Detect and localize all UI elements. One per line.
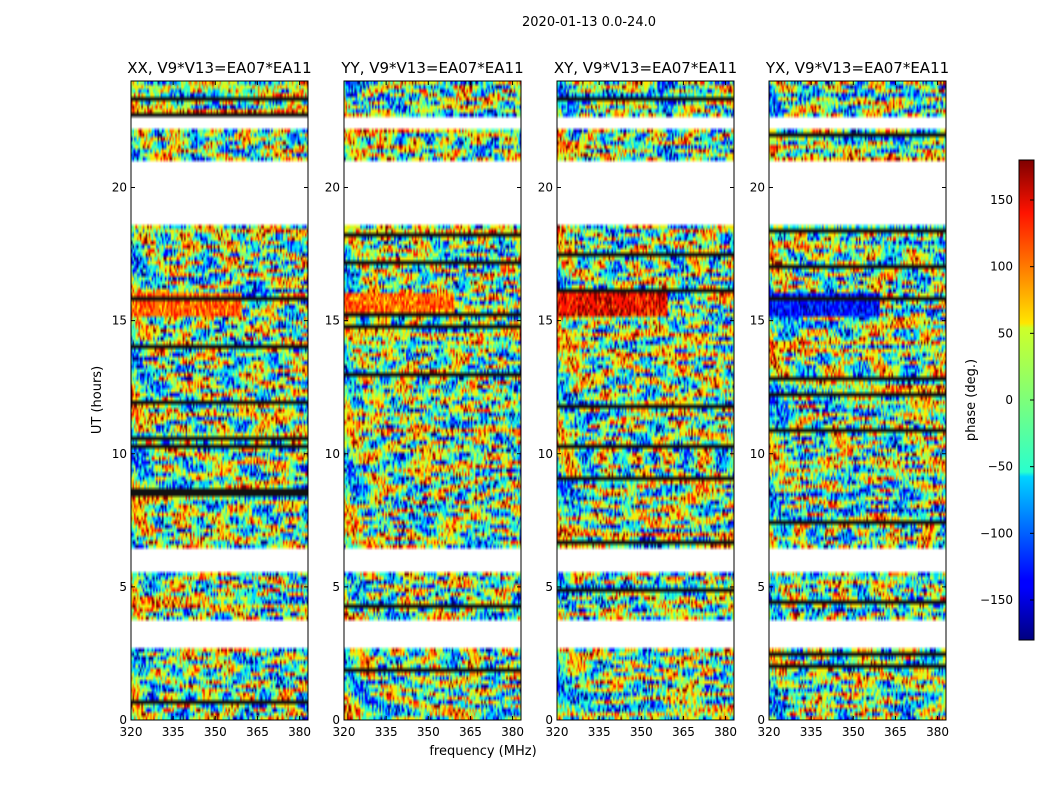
x-tick-label: 380 xyxy=(501,725,524,739)
panel-0: XX, V9*V13=EA07*EA11 0 5 10 15 20 320 335 350 365… xyxy=(112,59,312,739)
y-tick-label: 15 xyxy=(750,314,765,328)
y-tick-label: 0 xyxy=(119,713,127,727)
x-tick-label: 320 xyxy=(333,725,356,739)
y-tick-label: 0 xyxy=(545,713,553,727)
x-tick-label: 335 xyxy=(588,725,611,739)
y-tick-label: 20 xyxy=(325,181,340,195)
y-tick-label: 5 xyxy=(545,580,553,594)
x-tick-label: 320 xyxy=(758,725,781,739)
panel-1: YY, V9*V13=EA07*EA11 0 5 10 15 20 320 335 350 365… xyxy=(325,59,524,739)
colorbar-tick-label: −100 xyxy=(980,526,1013,540)
x-tick-label: 350 xyxy=(630,725,653,739)
y-tick-label: 10 xyxy=(112,447,127,461)
panel-frame xyxy=(343,80,522,721)
x-tick-label: 365 xyxy=(884,725,907,739)
y-tick-label: 20 xyxy=(750,181,765,195)
x-tick-label: 320 xyxy=(546,725,569,739)
panel-title: YY, V9*V13=EA07*EA11 xyxy=(340,59,523,77)
x-tick-label: 380 xyxy=(926,725,949,739)
x-tick-label: 350 xyxy=(204,725,227,739)
phase-image xyxy=(131,81,308,720)
x-tick-label: 335 xyxy=(375,725,398,739)
x-tick-label: 335 xyxy=(162,725,185,739)
y-tick-label: 10 xyxy=(538,447,553,461)
phase-image xyxy=(769,81,946,720)
colorbar-label: phase (deg.) xyxy=(964,359,979,441)
colorbar-tick-label: 50 xyxy=(998,326,1013,340)
panels-group: XX, V9*V13=EA07*EA11 0 5 10 15 20 320 335 350 365… xyxy=(112,59,949,739)
x-tick-label: 365 xyxy=(246,725,269,739)
x-tick-label: 350 xyxy=(842,725,865,739)
y-tick-label: 0 xyxy=(757,713,765,727)
phase-image xyxy=(344,81,521,720)
y-tick-label: 0 xyxy=(332,713,340,727)
colorbar-tick-label: 100 xyxy=(990,260,1013,274)
y-tick-label: 15 xyxy=(325,314,340,328)
panel-title: XY, V9*V13=EA07*EA11 xyxy=(554,59,737,77)
panel-title: XX, V9*V13=EA07*EA11 xyxy=(127,59,311,77)
panel-frame xyxy=(130,80,309,721)
y-tick-label: 5 xyxy=(757,580,765,594)
x-tick-label: 320 xyxy=(120,725,143,739)
colorbar-tick-label: 150 xyxy=(990,193,1013,207)
y-tick-label: 15 xyxy=(538,314,553,328)
colorbar-tick-label: −150 xyxy=(980,593,1013,607)
panel-title: YX, V9*V13=EA07*EA11 xyxy=(765,59,949,77)
panel-3: YX, V9*V13=EA07*EA11 0 5 10 15 20 320 335 350 365… xyxy=(750,59,949,739)
x-tick-label: 380 xyxy=(714,725,737,739)
panel-frame xyxy=(768,80,947,721)
panel-frame xyxy=(556,80,735,721)
x-tick-label: 335 xyxy=(800,725,823,739)
x-axis-label: frequency (MHz) xyxy=(429,744,536,759)
y-tick-label: 20 xyxy=(112,181,127,195)
x-tick-label: 350 xyxy=(417,725,440,739)
colorbar-tick-label: −50 xyxy=(988,460,1013,474)
x-tick-label: 365 xyxy=(672,725,695,739)
y-tick-label: 5 xyxy=(119,580,127,594)
colorbar-ticks: 150 100 50 0 −50 −100 −150 xyxy=(980,193,1034,607)
y-tick-label: 20 xyxy=(538,181,553,195)
y-tick-label: 10 xyxy=(325,447,340,461)
y-tick-label: 5 xyxy=(332,580,340,594)
colorbar-tick-label: 0 xyxy=(1005,393,1013,407)
phase-image xyxy=(557,81,734,720)
colorbar: 150 100 50 0 −50 −100 −150 phase (deg.) xyxy=(964,159,1035,641)
panel-2: XY, V9*V13=EA07*EA11 0 5 10 15 20 320 335 350 365… xyxy=(538,59,737,739)
x-tick-label: 365 xyxy=(459,725,482,739)
x-tick-label: 380 xyxy=(288,725,311,739)
y-tick-label: 15 xyxy=(112,314,127,328)
figure-suptitle: 2020-01-13 0.0-24.0 xyxy=(522,15,656,30)
y-tick-label: 10 xyxy=(750,447,765,461)
y-axis-label: UT (hours) xyxy=(90,366,105,434)
